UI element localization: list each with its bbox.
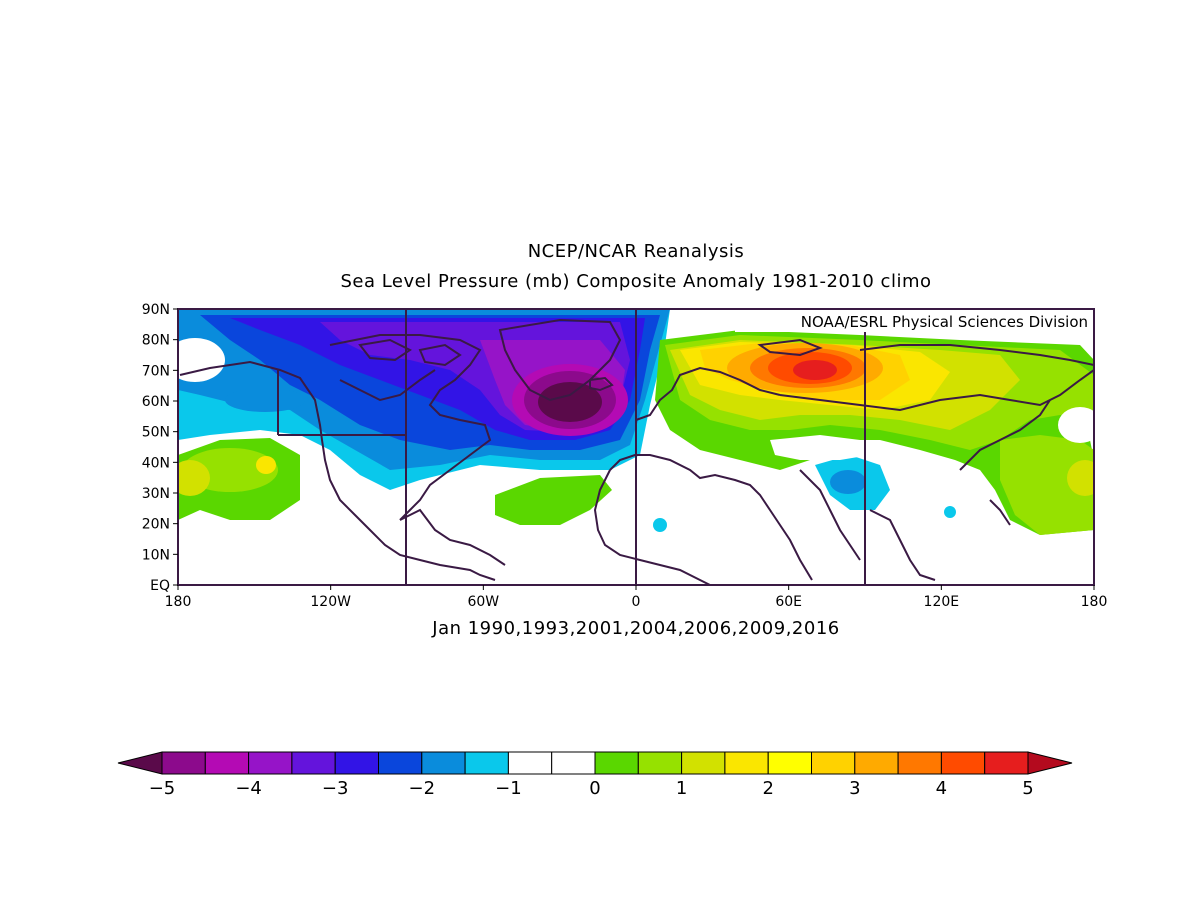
colorbar-cell [897, 751, 942, 775]
map-subtitle: Sea Level Pressure (mb) Composite Anomal… [340, 271, 932, 292]
lon-tick-label: 60W [467, 594, 499, 610]
colorbar-label: 1 [676, 778, 687, 799]
map-title: NCEP/NCAR Reanalysis [527, 241, 745, 262]
colorbar-label: −3 [322, 778, 349, 799]
colorbar-label: −4 [235, 778, 262, 799]
lat-tick-label: 20N [142, 517, 170, 533]
lat-tick-label: 10N [142, 547, 170, 563]
colorbar-label: −5 [149, 778, 176, 799]
colorbar-label: 3 [849, 778, 860, 799]
composite-years: Jan 1990,1993,2001,2004,2006,2009,2016 [432, 618, 840, 639]
colorbar-cell [204, 751, 250, 775]
colorbar-arrow-high [1027, 751, 1073, 775]
lat-tick-label: 40N [142, 455, 170, 471]
coastlines [179, 318, 1094, 585]
credit-box [735, 310, 1093, 332]
colorbar-cell [854, 751, 899, 775]
lon-tick-label: 120W [310, 594, 351, 610]
reference-lines [277, 309, 866, 585]
lat-tick-label: 50N [142, 425, 170, 441]
lat-tick-label: EQ [150, 578, 170, 594]
colorbar-cell [724, 751, 769, 775]
colorbar-cell [248, 751, 293, 775]
colorbar-cell [637, 751, 683, 775]
colorbar-cell [767, 751, 813, 775]
colorbar-label: 4 [936, 778, 947, 799]
colorbar-cell [291, 751, 336, 775]
colorbar-label: 5 [1022, 778, 1033, 799]
colorbar-cell [594, 751, 639, 775]
colorbar-arrow-low [117, 751, 163, 775]
lon-tick-label: 120E [924, 594, 960, 610]
colorbar-label: 2 [762, 778, 773, 799]
lat-tick-label: 90N [142, 302, 170, 318]
colorbar-cell [378, 751, 423, 775]
lat-tick-label: 30N [142, 486, 170, 502]
lon-tick-label: 0 [632, 594, 641, 610]
colorbar-cell [334, 751, 380, 775]
colorbar-cell [161, 751, 206, 775]
colorbar-cell [551, 751, 596, 775]
colorbar-cell [421, 751, 466, 775]
colorbar-cell [681, 751, 726, 775]
colorbar-label: −1 [495, 778, 522, 799]
lon-tick-label: 180 [1081, 594, 1108, 610]
lon-tick-label: 180 [165, 594, 192, 610]
colorbar-label: −2 [409, 778, 436, 799]
colorbar-label: 0 [589, 778, 600, 799]
colorbar-cell [464, 751, 509, 775]
colorbar-cell [984, 751, 1029, 775]
longitude-axis: 180 120W 60W 0 60E 120E 180 [165, 585, 1108, 610]
colorbar-cell [940, 751, 986, 775]
lat-tick-label: 80N [142, 333, 170, 349]
lat-tick-label: 60N [142, 394, 170, 410]
latitude-axis: 90N 80N 70N 60N 50N 40N 30N 20N 10N EQ [142, 302, 178, 594]
lon-tick-label: 60E [775, 594, 802, 610]
credit-text: NOAA/ESRL Physical Sciences Division [801, 313, 1088, 331]
colorbar-cell [811, 751, 856, 775]
lat-tick-label: 70N [142, 363, 170, 379]
colorbar-cell [507, 751, 553, 775]
